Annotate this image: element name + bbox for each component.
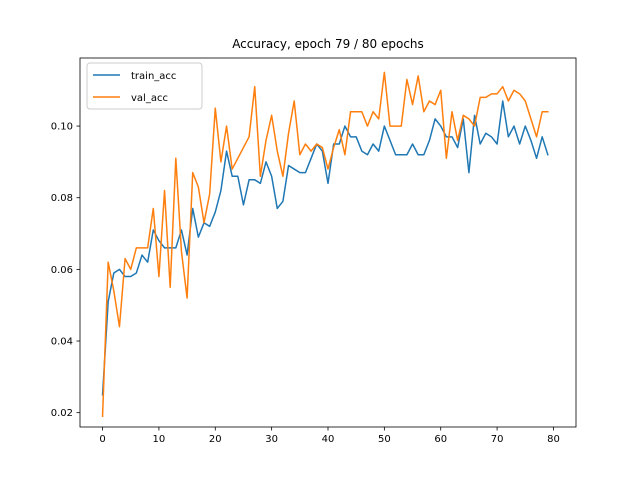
y-tick-label: 0.10	[51, 122, 73, 133]
x-tick-label: 10	[153, 434, 166, 445]
chart-title: Accuracy, epoch 79 / 80 epochs	[232, 37, 424, 51]
axis-layer: 0 10 20 30 40 50 60 70 80 0.02 0.04 0.06 0.08 0.10	[51, 57, 577, 445]
x-tick-label: 30	[265, 434, 278, 445]
legend-label-train-acc: train_acc	[131, 71, 176, 82]
y-tick-label: 0.02	[51, 408, 73, 419]
legend: train_acc val_acc	[86, 62, 203, 110]
x-tick-label: 0	[99, 434, 105, 445]
legend-label-val-acc: val_acc	[131, 93, 168, 104]
y-tick-label: 0.06	[51, 265, 73, 276]
y-tick-label: 0.08	[51, 193, 73, 204]
x-tick-label: 80	[547, 434, 560, 445]
x-tick-label: 70	[491, 434, 504, 445]
series-layer	[101, 71, 549, 418]
y-tick-label: 0.04	[51, 337, 73, 348]
series-line-val-acc	[101, 71, 549, 418]
x-tick-label: 40	[322, 434, 335, 445]
x-tick-label: 60	[434, 434, 447, 445]
x-tick-label: 50	[378, 434, 391, 445]
x-tick-label: 20	[209, 434, 222, 445]
